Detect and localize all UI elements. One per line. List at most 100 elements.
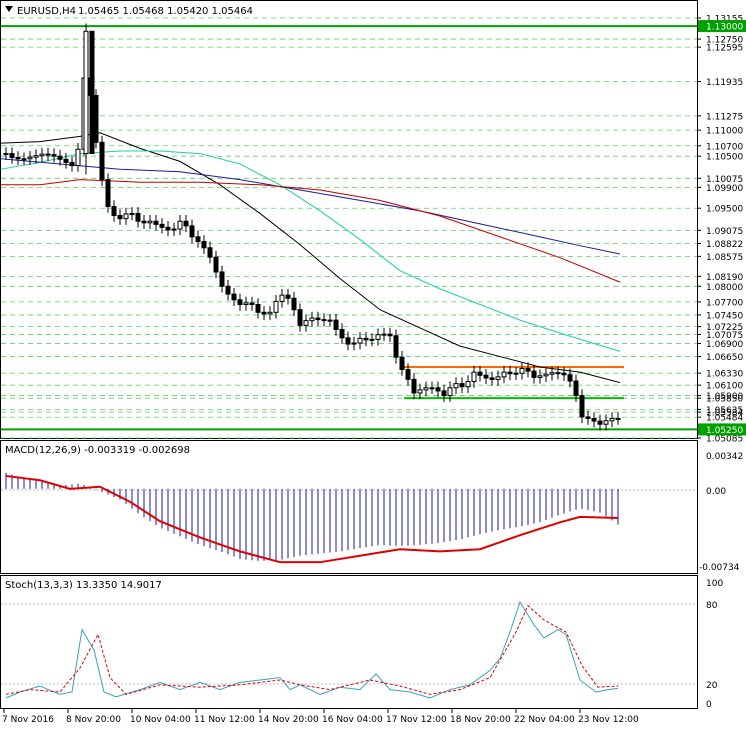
- time-label: 11 Nov 12:00: [194, 715, 255, 725]
- candle-bear: [525, 368, 531, 372]
- stoch-label: Stoch(13,3,3) 13.3350 14.9017: [5, 580, 162, 591]
- ma-red-line: [1, 179, 621, 283]
- price-label: 1.13155: [706, 15, 743, 25]
- candle-bull: [369, 338, 375, 341]
- time-label: 16 Nov 04:00: [322, 715, 383, 725]
- price-label: 1.06900: [706, 340, 743, 350]
- candle-bear: [573, 380, 579, 397]
- candle-bear: [459, 383, 465, 388]
- candle-bear: [387, 333, 393, 337]
- candle-bear: [183, 220, 189, 227]
- candle-bear: [219, 271, 225, 287]
- stoch-panel[interactable]: [0, 575, 698, 709]
- candle-bear: [489, 377, 495, 380]
- candle-bear: [105, 179, 111, 207]
- candle-bear: [333, 319, 339, 330]
- candle-bear: [297, 309, 303, 326]
- price-label: 1.06330: [706, 370, 743, 380]
- price-highlight: [698, 20, 746, 33]
- price-label: 1.07450: [706, 311, 743, 321]
- stoch-scale-100: 100: [706, 579, 723, 589]
- candle-bear: [9, 153, 15, 158]
- candle-bull: [279, 294, 285, 302]
- price-label: 1.06100: [706, 382, 743, 392]
- price-label: 1.09900: [706, 184, 743, 194]
- candle-bull: [123, 213, 129, 220]
- candle-bull: [267, 311, 273, 315]
- candle-bear: [561, 372, 567, 376]
- time-label: 23 Nov 12:00: [578, 715, 639, 725]
- macd-histogram: [5, 472, 619, 564]
- ohlc-values: 1.05465 1.05468 1.05420 1.05464: [78, 6, 253, 17]
- macd-panel[interactable]: [0, 440, 698, 574]
- candle-bear: [555, 372, 561, 375]
- price-label: 1.11275: [706, 112, 743, 122]
- candle-bear: [339, 328, 345, 339]
- candle-bull: [495, 376, 501, 380]
- ma-blue-line: [0, 158, 621, 255]
- price-label: 1.10700: [706, 142, 743, 152]
- price-label: 1.05635: [706, 406, 743, 416]
- candle-bull: [39, 153, 45, 157]
- price-label: 1.08822: [706, 240, 743, 250]
- candle-bear: [411, 378, 417, 394]
- candle-bull: [309, 317, 315, 322]
- candle-bear: [363, 337, 369, 341]
- price-label: 1.08000: [706, 283, 743, 293]
- candle-bear: [57, 155, 63, 160]
- price-label: 1.11935: [706, 78, 743, 88]
- candle-bear: [165, 226, 171, 231]
- candle-bear: [249, 302, 255, 306]
- price-label: 1.07700: [706, 298, 743, 308]
- candle-bull: [171, 228, 177, 231]
- candle-bear: [69, 161, 75, 167]
- candle-bull: [513, 372, 519, 375]
- stochastic-lines: [5, 600, 619, 699]
- candle-bear: [15, 156, 21, 160]
- price-label: 1.10500: [706, 153, 743, 163]
- stoch-signal-line: [5, 604, 619, 695]
- horizontal-levels[interactable]: [1, 25, 697, 431]
- macd-scale-zero: 0.00: [706, 487, 726, 497]
- candle-bear: [291, 297, 297, 311]
- time-label: 18 Nov 20:00: [450, 715, 511, 725]
- candle-bull: [357, 337, 363, 344]
- candle-bull: [3, 153, 9, 156]
- candle-bear: [135, 212, 141, 222]
- candle-bull: [417, 389, 423, 394]
- candle-spike-down: [89, 30, 95, 155]
- candle-bull: [471, 371, 477, 383]
- symbol-label: EURUSD,H4: [17, 6, 76, 17]
- price-label: 1.12750: [706, 36, 743, 46]
- macd-scale-bottom: -0.00734: [699, 563, 740, 573]
- candle-bull: [381, 333, 387, 336]
- candle-bear: [393, 335, 399, 358]
- candle-bull: [33, 155, 39, 158]
- candle-bear: [153, 220, 159, 225]
- candle-bull: [243, 302, 249, 306]
- price-label: 1.05484: [706, 414, 743, 424]
- time-label: 8 Nov 20:00: [66, 715, 121, 725]
- candle-bear: [111, 205, 117, 217]
- stoch-main-line: [5, 600, 619, 699]
- candle-bear: [591, 417, 597, 422]
- candle-bear: [189, 225, 195, 238]
- time-label: 14 Nov 20:00: [258, 715, 319, 725]
- candle-bear: [255, 304, 261, 313]
- main-panel[interactable]: [0, 0, 698, 439]
- candle-bear: [321, 319, 327, 322]
- candle-bull: [75, 148, 81, 167]
- candlesticks: [3, 23, 621, 431]
- dropdown-triangle-icon[interactable]: [5, 6, 13, 12]
- candle-bear: [507, 371, 513, 375]
- candle-bull: [543, 373, 549, 377]
- candle-bear: [207, 247, 213, 258]
- candle-bear: [159, 223, 165, 228]
- candle-bull: [465, 381, 471, 388]
- candle-bull: [447, 387, 453, 397]
- price-label: 1.06650: [706, 353, 743, 363]
- price-highlight-label: 1.13000: [706, 23, 743, 33]
- candle-bear: [117, 215, 123, 220]
